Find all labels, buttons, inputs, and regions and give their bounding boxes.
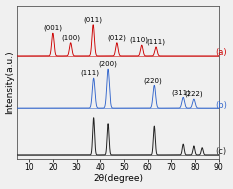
Text: (220): (220): [143, 77, 162, 84]
Text: (110): (110): [130, 37, 149, 43]
Text: (011): (011): [84, 16, 103, 23]
Text: (200): (200): [99, 61, 117, 67]
Text: (c): (c): [215, 147, 226, 156]
Text: (100): (100): [61, 34, 80, 41]
Text: (311): (311): [171, 89, 190, 95]
Text: (b): (b): [215, 101, 227, 110]
Text: (a): (a): [215, 48, 227, 57]
Text: (111): (111): [80, 70, 99, 76]
X-axis label: 2θ(degree): 2θ(degree): [93, 174, 143, 184]
Text: (222): (222): [185, 91, 203, 97]
Y-axis label: Intensity(a.u.): Intensity(a.u.): [6, 50, 14, 114]
Text: (111): (111): [147, 39, 165, 45]
Text: (012): (012): [107, 34, 126, 41]
Text: (001): (001): [43, 25, 62, 31]
